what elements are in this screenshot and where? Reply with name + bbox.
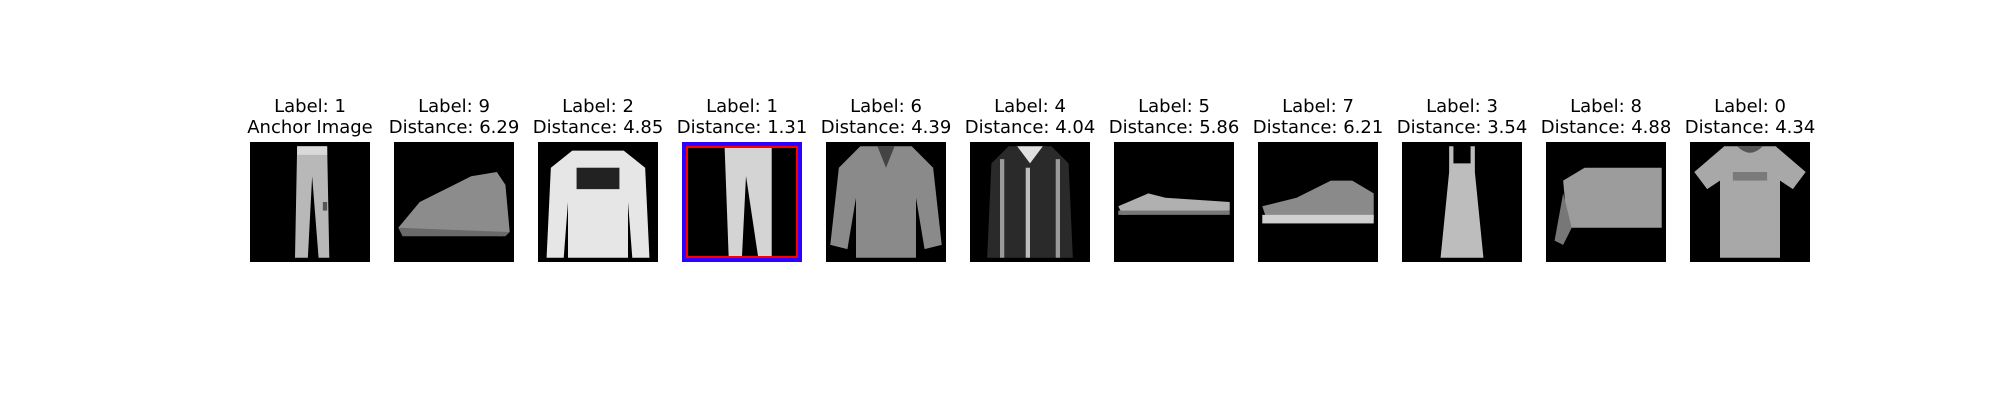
panel-label: Label: 1 [274, 96, 346, 117]
panel-3: Label: 1 Distance: 1.31 [672, 96, 812, 262]
panel-label: Label: 3 [1426, 96, 1498, 117]
trousers-image [250, 142, 370, 262]
panel-caption: Label: 9 Distance: 6.29 [384, 96, 524, 138]
panel-subtitle: Distance: 6.29 [388, 117, 520, 138]
panel-subtitle: Distance: 6.21 [1252, 117, 1384, 138]
panel-caption: Label: 1 Anchor Image [240, 96, 380, 138]
bag-image [1546, 142, 1666, 262]
panel-caption: Label: 5 Distance: 5.86 [1104, 96, 1244, 138]
panel-caption: Label: 1 Distance: 1.31 [672, 96, 812, 138]
panel-caption: Label: 4 Distance: 4.04 [960, 96, 1100, 138]
panel-caption: Label: 2 Distance: 4.85 [528, 96, 668, 138]
t-shirt-image [1690, 142, 1810, 262]
trousers-icon [686, 146, 798, 258]
panel-2: Label: 2 Distance: 4.85 [528, 96, 668, 262]
panel-6: Label: 5 Distance: 5.86 [1104, 96, 1244, 262]
panel-subtitle: Distance: 4.85 [532, 117, 664, 138]
panel-subtitle: Distance: 4.39 [820, 117, 952, 138]
panel-label: Label: 1 [706, 96, 778, 117]
panel-subtitle: Distance: 4.88 [1540, 117, 1672, 138]
sandal-icon [1114, 142, 1234, 262]
panel-label: Label: 5 [1138, 96, 1210, 117]
dress-icon [1402, 142, 1522, 262]
sandal-image [1114, 142, 1234, 262]
panel-anchor: Label: 1 Anchor Image [240, 96, 380, 262]
sneaker-image [1258, 142, 1378, 262]
ankle-boot-icon [394, 142, 514, 262]
panel-caption: Label: 7 Distance: 6.21 [1248, 96, 1388, 138]
panel-subtitle: Distance: 4.34 [1684, 117, 1816, 138]
shirt-image [826, 142, 946, 262]
panel-label: Label: 2 [562, 96, 634, 117]
pullover-image [538, 142, 658, 262]
panel-caption: Label: 3 Distance: 3.54 [1392, 96, 1532, 138]
ankle-boot-image [394, 142, 514, 262]
panel-subtitle: Distance: 3.54 [1396, 117, 1528, 138]
panel-subtitle: Distance: 5.86 [1108, 117, 1240, 138]
trousers-icon [250, 142, 370, 262]
shirt-icon [826, 142, 946, 262]
coat-icon [970, 142, 1090, 262]
panel-label: Label: 8 [1570, 96, 1642, 117]
panel-7: Label: 7 Distance: 6.21 [1248, 96, 1388, 262]
t-shirt-icon [1690, 142, 1810, 262]
dress-image [1402, 142, 1522, 262]
panel-caption: Label: 6 Distance: 4.39 [816, 96, 956, 138]
panel-label: Label: 7 [1282, 96, 1354, 117]
panel-5: Label: 4 Distance: 4.04 [960, 96, 1100, 262]
panel-label: Label: 6 [850, 96, 922, 117]
coat-image [970, 142, 1090, 262]
panel-1: Label: 9 Distance: 6.29 [384, 96, 524, 262]
pullover-icon [538, 142, 658, 262]
panel-label: Label: 9 [418, 96, 490, 117]
panel-caption: Label: 0 Distance: 4.34 [1680, 96, 1820, 138]
sneaker-icon [1258, 142, 1378, 262]
panel-8: Label: 3 Distance: 3.54 [1392, 96, 1532, 262]
matched-trousers-image [682, 142, 802, 262]
bag-icon [1546, 142, 1666, 262]
panel-label: Label: 0 [1714, 96, 1786, 117]
panel-subtitle: Distance: 1.31 [676, 117, 808, 138]
panel-10: Label: 0 Distance: 4.34 [1680, 96, 1820, 262]
panel-label: Label: 4 [994, 96, 1066, 117]
panel-subtitle: Anchor Image [247, 117, 373, 138]
panel-subtitle: Distance: 4.04 [964, 117, 1096, 138]
panel-9: Label: 8 Distance: 4.88 [1536, 96, 1676, 262]
panel-caption: Label: 8 Distance: 4.88 [1536, 96, 1676, 138]
panel-4: Label: 6 Distance: 4.39 [816, 96, 956, 262]
